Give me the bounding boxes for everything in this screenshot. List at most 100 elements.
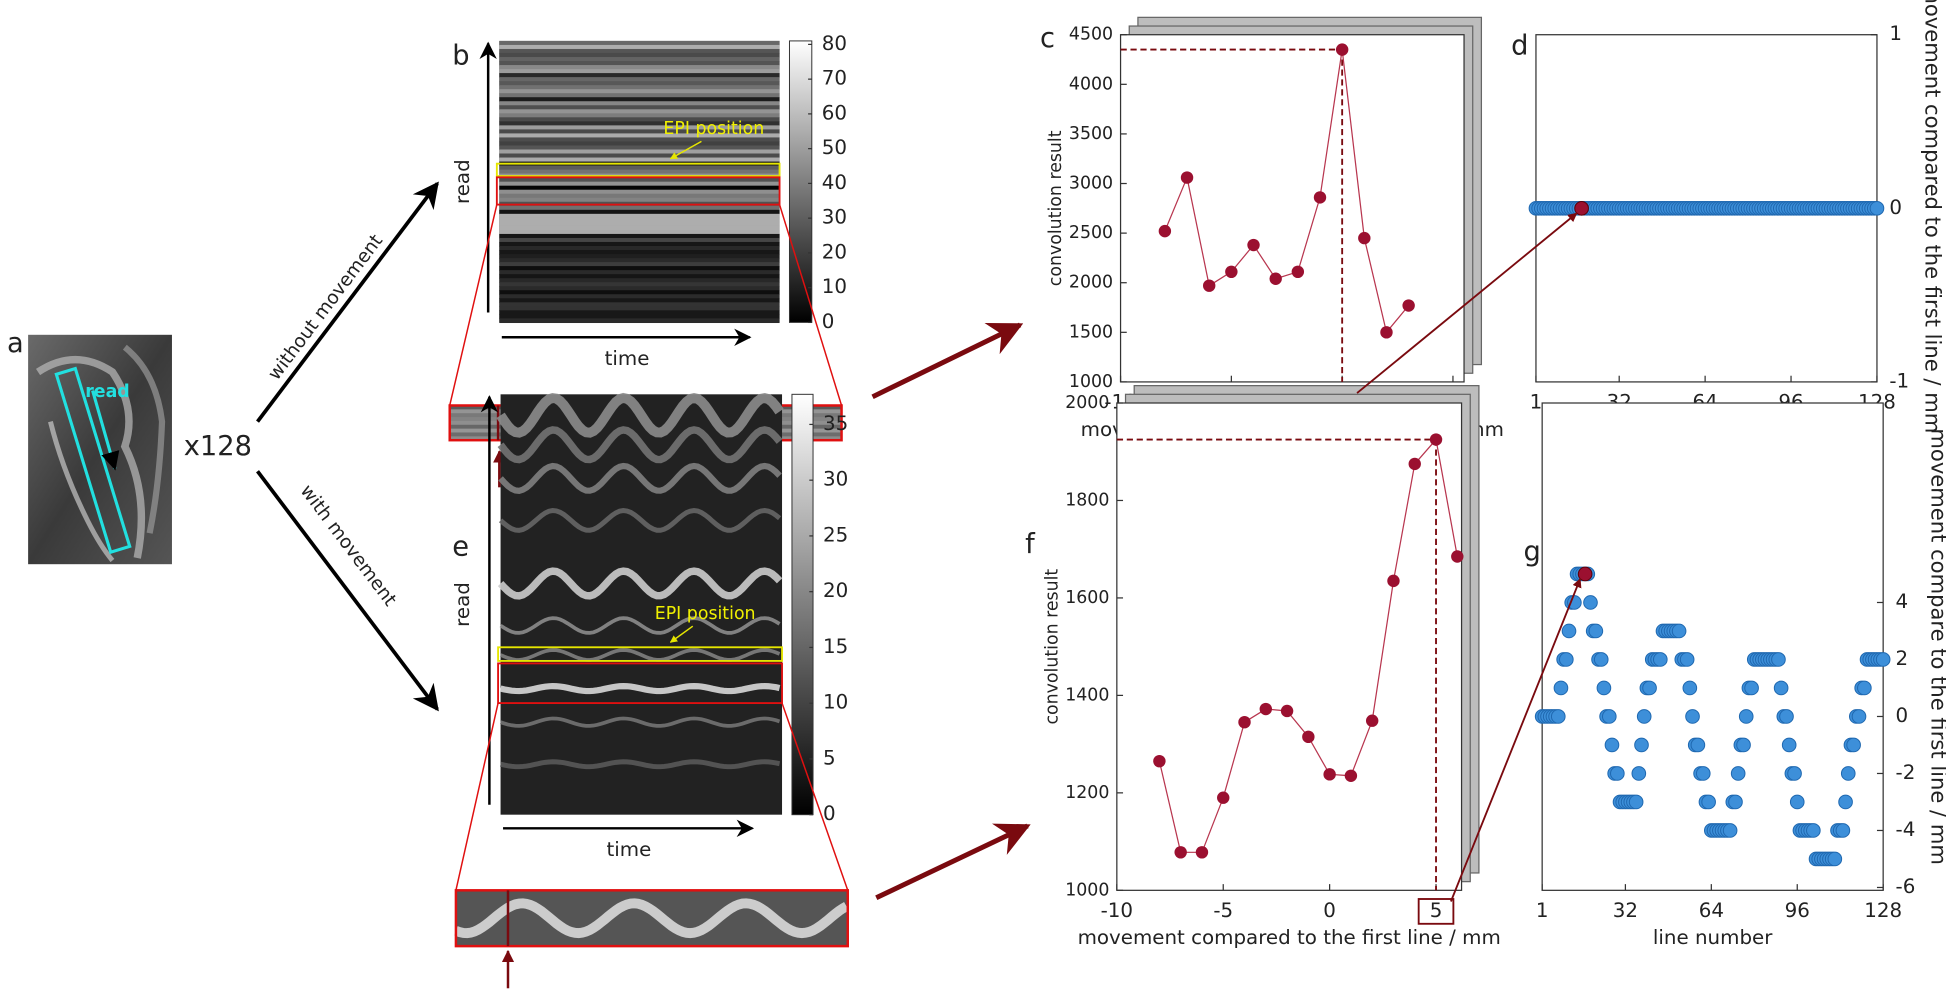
y-tick-label: 1600 <box>1065 588 1109 608</box>
decoration <box>499 270 780 275</box>
data-point <box>1358 231 1371 245</box>
decoration <box>499 105 780 110</box>
y-tick-label: 1500 <box>1069 322 1113 342</box>
colorbar-tick-label: 50 <box>822 136 847 159</box>
y-axis-label: movement compare to the first line / mm <box>1927 428 1946 865</box>
decoration <box>499 73 780 78</box>
y-tick-label: 1200 <box>1065 783 1109 803</box>
data-point <box>1365 714 1379 727</box>
decoration <box>499 125 780 131</box>
annotation: EPI position <box>663 119 764 139</box>
epi-box <box>495 162 781 178</box>
data-point <box>1380 326 1393 339</box>
data-point <box>1835 823 1851 838</box>
decoration <box>499 298 780 303</box>
data-point <box>1174 846 1187 859</box>
panel-label: a <box>7 328 24 359</box>
y-tick-label: -1 <box>1889 369 1909 392</box>
decoration <box>497 567 783 600</box>
decoration <box>499 101 780 106</box>
data-point <box>1827 851 1843 867</box>
decoration <box>499 237 780 243</box>
decoration <box>497 426 783 464</box>
y-tick-label: 1800 <box>1065 490 1109 510</box>
data-point <box>1771 652 1786 667</box>
data-point <box>1636 709 1652 724</box>
y-axis-label: read <box>451 582 474 627</box>
zoom-line <box>781 702 849 891</box>
x-tick-label: -10 <box>1101 899 1133 922</box>
decoration <box>499 85 780 90</box>
decoration <box>499 48 780 54</box>
decoration <box>499 209 780 215</box>
data-point <box>1561 623 1577 639</box>
decoration <box>499 254 780 259</box>
data-point <box>1744 680 1759 696</box>
y-tick-label: 2 <box>1896 647 1909 670</box>
data-point <box>1323 768 1336 781</box>
data-point <box>1671 623 1687 639</box>
y-axis-label: movement compared to the first line / mm <box>1921 0 1946 433</box>
y-axis-label: convolution result <box>1042 569 1062 725</box>
x-tick-label: -5 <box>1213 899 1233 922</box>
decoration <box>499 221 780 227</box>
data-point <box>1806 823 1821 838</box>
data-point <box>1695 766 1711 781</box>
data-point <box>1601 709 1617 724</box>
highlight-point <box>1574 201 1589 216</box>
decoration <box>499 40 780 46</box>
zoom-line <box>448 204 498 406</box>
data-point <box>1701 794 1716 810</box>
data-point <box>1593 652 1609 667</box>
colorbar-tick-label: 15 <box>823 635 848 658</box>
data-point <box>1313 191 1327 204</box>
decoration <box>499 113 780 118</box>
decoration <box>499 193 780 199</box>
colorbar-tick-label: 30 <box>822 206 847 229</box>
link-arrow <box>1450 578 1582 902</box>
colorbar-tick-label: 10 <box>823 691 848 714</box>
decoration <box>499 177 780 183</box>
data-point <box>1588 623 1604 639</box>
decoration <box>499 129 780 135</box>
colorbar-tick-label: 60 <box>822 101 847 124</box>
data-point <box>1247 238 1260 252</box>
decoration <box>499 648 781 662</box>
data-point <box>1642 680 1657 696</box>
data-point <box>1387 574 1400 588</box>
highlight-point <box>1577 566 1593 582</box>
data-point <box>1857 680 1872 696</box>
decoration <box>454 898 849 939</box>
flow-arrow <box>875 823 1031 900</box>
data-point <box>1180 171 1194 184</box>
decoration <box>499 759 781 770</box>
decoration <box>499 89 780 94</box>
y-tick-label: -4 <box>1896 818 1916 841</box>
colorbar-tick-label: 0 <box>822 310 835 333</box>
decoration <box>499 282 780 287</box>
decoration <box>499 225 780 231</box>
y-tick-label: 1000 <box>1065 880 1109 900</box>
plot-area <box>1116 402 1463 891</box>
decoration <box>496 392 784 438</box>
data-point <box>1736 737 1751 753</box>
data-point <box>1158 224 1172 238</box>
decoration <box>454 889 849 948</box>
decoration <box>499 205 780 211</box>
data-point <box>1728 794 1743 810</box>
decoration <box>499 310 780 315</box>
data-point <box>1280 704 1294 718</box>
data-point <box>1634 737 1649 753</box>
y-tick-label: -6 <box>1896 875 1916 898</box>
decoration <box>499 145 780 151</box>
decoration <box>499 109 780 114</box>
x-tick-label: 0 <box>1323 899 1336 922</box>
plot-area <box>1119 34 1465 383</box>
panel-label: d <box>1511 31 1528 62</box>
heatmap <box>499 40 780 324</box>
panel-label: g <box>1524 537 1541 568</box>
data-point <box>1203 279 1216 292</box>
data-point <box>1291 265 1305 279</box>
decoration <box>499 141 780 147</box>
path-arrow <box>256 470 439 712</box>
